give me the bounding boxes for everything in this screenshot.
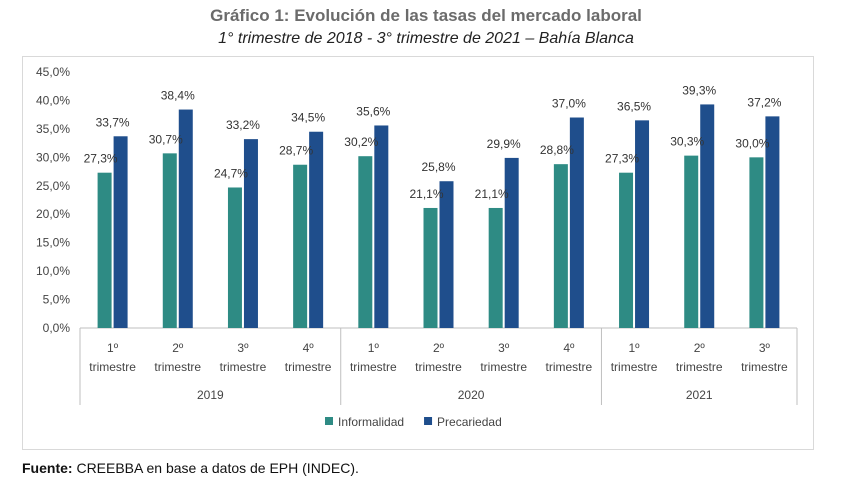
bar-precariedad xyxy=(504,157,519,328)
data-label-informalidad: 30,3% xyxy=(670,135,704,149)
bar-precariedad xyxy=(439,181,454,328)
x-tick-label: trimestre xyxy=(546,360,593,374)
legend-label-precariedad: Precariedad xyxy=(437,415,502,429)
data-label-precariedad: 33,2% xyxy=(226,118,260,132)
source-label: Fuente: xyxy=(22,460,73,476)
data-label-precariedad: 25,8% xyxy=(421,160,455,174)
bar-informalidad xyxy=(488,207,503,328)
source-note: Fuente: CREEBBA en base a datos de EPH (… xyxy=(22,460,359,476)
data-label-precariedad: 39,3% xyxy=(682,83,716,97)
x-tick-label: trimestre xyxy=(480,360,527,374)
x-tick-label: 1º xyxy=(107,341,119,355)
x-tick-label: 4º xyxy=(563,341,575,355)
data-label-precariedad: 35,6% xyxy=(356,104,390,118)
bar-precariedad xyxy=(178,109,193,329)
bar-informalidad xyxy=(97,172,112,328)
chart-subtitle: 1° trimestre de 2018 - 3° trimestre de 2… xyxy=(218,30,634,47)
bar-informalidad xyxy=(423,207,438,328)
legend-swatch-precariedad xyxy=(424,417,433,425)
x-tick-label: trimestre xyxy=(285,360,332,374)
x-tick-label: trimestre xyxy=(154,360,201,374)
bar-informalidad xyxy=(358,156,373,328)
x-tick-label: trimestre xyxy=(611,360,658,374)
bar-informalidad xyxy=(749,157,764,328)
data-label-precariedad: 33,7% xyxy=(96,115,130,129)
bar-precariedad xyxy=(700,104,715,328)
legend-label-informalidad: Informalidad xyxy=(338,415,404,429)
x-tick-label: 2º xyxy=(172,341,184,355)
data-label-informalidad: 30,7% xyxy=(149,132,183,146)
x-tick-label: trimestre xyxy=(89,360,136,374)
data-label-precariedad: 34,5% xyxy=(291,111,325,125)
x-tick-label: 1º xyxy=(629,341,641,355)
data-label-informalidad: 21,1% xyxy=(409,187,443,201)
data-label-informalidad: 28,8% xyxy=(540,143,574,157)
bar-informalidad xyxy=(162,153,177,328)
y-tick-label: 5,0% xyxy=(43,293,71,307)
bar-informalidad xyxy=(619,172,634,328)
bar-precariedad xyxy=(374,125,389,328)
x-tick-label: trimestre xyxy=(415,360,462,374)
source-text: CREEBBA en base a datos de EPH (INDEC). xyxy=(72,460,359,476)
y-tick-label: 45,0% xyxy=(36,65,70,79)
y-tick-label: 35,0% xyxy=(36,122,70,136)
y-tick-label: 20,0% xyxy=(36,207,70,221)
bar-informalidad xyxy=(553,164,568,328)
year-label: 2020 xyxy=(458,388,485,402)
data-label-informalidad: 30,2% xyxy=(344,135,378,149)
y-tick-label: 10,0% xyxy=(36,264,70,278)
bar-informalidad xyxy=(293,164,308,328)
legend-swatch-informalidad xyxy=(325,417,333,425)
x-tick-label: trimestre xyxy=(741,360,788,374)
data-label-informalidad: 30,0% xyxy=(735,136,769,150)
bar-precariedad xyxy=(309,131,324,328)
data-label-precariedad: 36,5% xyxy=(617,99,651,113)
x-tick-label: trimestre xyxy=(676,360,723,374)
bar-precariedad xyxy=(569,117,584,328)
x-tick-label: 2º xyxy=(433,341,445,355)
y-tick-label: 0,0% xyxy=(43,321,71,335)
x-tick-label: 3º xyxy=(759,341,771,355)
data-label-informalidad: 27,3% xyxy=(605,152,639,166)
y-tick-label: 25,0% xyxy=(36,179,70,193)
bar-informalidad xyxy=(684,155,699,328)
x-tick-label: 3º xyxy=(237,341,249,355)
year-label: 2019 xyxy=(197,388,224,402)
bar-informalidad xyxy=(227,187,242,328)
data-label-precariedad: 37,2% xyxy=(747,95,781,109)
x-tick-label: 1º xyxy=(368,341,380,355)
y-tick-label: 15,0% xyxy=(36,236,70,250)
data-label-informalidad: 27,3% xyxy=(84,152,118,166)
y-tick-label: 30,0% xyxy=(36,150,70,164)
data-label-informalidad: 28,7% xyxy=(279,144,313,158)
bar-precariedad xyxy=(243,139,258,328)
chart-title: Gráfico 1: Evolución de las tasas del me… xyxy=(210,6,642,25)
data-label-informalidad: 21,1% xyxy=(475,187,509,201)
chart-frame xyxy=(22,56,814,450)
data-label-precariedad: 37,0% xyxy=(552,97,586,111)
bar-precariedad xyxy=(113,136,128,328)
y-tick-label: 40,0% xyxy=(36,93,70,107)
data-label-precariedad: 29,9% xyxy=(487,137,521,151)
x-tick-label: trimestre xyxy=(220,360,267,374)
x-tick-label: trimestre xyxy=(350,360,397,374)
x-tick-label: 3º xyxy=(498,341,510,355)
x-tick-label: 2º xyxy=(694,341,706,355)
data-label-precariedad: 38,4% xyxy=(161,89,195,103)
x-tick-label: 4º xyxy=(303,341,315,355)
year-label: 2021 xyxy=(686,388,713,402)
bar-precariedad xyxy=(765,116,780,328)
data-label-informalidad: 24,7% xyxy=(214,166,248,180)
bar-precariedad xyxy=(635,120,650,328)
